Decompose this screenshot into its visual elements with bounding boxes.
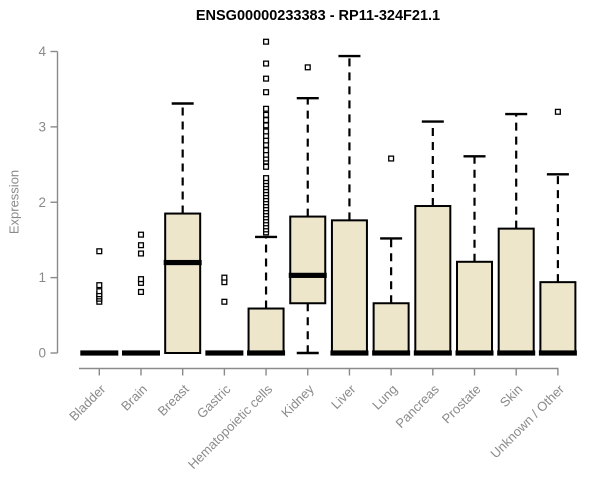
median-line-lung (372, 350, 411, 356)
outlier-point-brain (137, 231, 145, 238)
x-tick-label-bladder: Bladder (66, 381, 109, 424)
outlier-point-hematopoietic-cells (263, 111, 270, 118)
median-line-hematopoietic-cells (247, 350, 286, 356)
outlier-point-gastric (221, 298, 228, 305)
box-liver (330, 219, 368, 354)
box-skin (497, 227, 535, 355)
outlier-point-hematopoietic-cells (263, 147, 270, 154)
outlier-point-kidney (304, 64, 311, 71)
outlier-point-hematopoietic-cells (263, 122, 270, 129)
outlier-point-hematopoietic-cells (263, 75, 270, 82)
outlier-point-hematopoietic-cells (263, 89, 270, 96)
chart-title: ENSG00000233383 - RP11-324F21.1 (195, 8, 441, 24)
box-hematopoietic-cells (247, 307, 285, 354)
outlier-point-brain (137, 288, 145, 295)
median-line-skin (497, 350, 536, 356)
outlier-point-hematopoietic-cells (263, 105, 270, 112)
x-tick-label-prostate: Prostate (439, 382, 484, 427)
outlier-point-lung (388, 155, 395, 162)
median-line-unknown-other (538, 350, 577, 356)
median-line-brain (121, 350, 160, 356)
outlier-point-hematopoietic-cells (263, 175, 270, 182)
x-tick-label-gastric: Gastric (194, 381, 234, 421)
median-line-breast (163, 259, 202, 266)
median-line-gastric (205, 350, 244, 356)
outlier-point-bladder (96, 288, 103, 295)
median-line-pancreas (413, 350, 452, 356)
outlier-point-hematopoietic-cells (263, 60, 270, 67)
outlier-point-brain (137, 242, 145, 249)
outlier-point-hematopoietic-cells (263, 38, 270, 45)
outlier-point-gastric (221, 274, 228, 281)
median-line-prostate (455, 350, 494, 356)
y-tick-label: 1 (38, 270, 46, 285)
outlier-point-hematopoietic-cells (263, 117, 270, 124)
y-tick-label: 3 (38, 119, 46, 134)
y-tick-label: 2 (38, 195, 46, 210)
x-tick-label-brain: Brain (118, 382, 150, 414)
outlier-point-hematopoietic-cells (263, 128, 270, 135)
median-line-bladder (80, 350, 119, 356)
x-tick-label-breast: Breast (155, 381, 192, 418)
box-unknown-other (539, 281, 577, 354)
outlier-point-brain (137, 250, 145, 257)
x-tick-label-lung: Lung (369, 382, 400, 413)
x-tick-label-skin: Skin (497, 382, 525, 410)
outlier-point-brain (137, 276, 145, 283)
y-tick-label: 4 (38, 44, 46, 59)
x-tick-label-liver: Liver (328, 381, 359, 412)
median-line-liver (330, 350, 369, 356)
x-tick-label-pancreas: Pancreas (392, 381, 442, 431)
outlier-point-bladder (96, 248, 103, 255)
y-tick-label: 0 (38, 346, 46, 361)
box-pancreas (414, 205, 452, 354)
box-breast (164, 212, 202, 354)
outlier-point-unknown-other (554, 108, 561, 115)
x-tick-label-kidney: Kidney (278, 381, 317, 420)
box-prostate (456, 260, 494, 355)
box-lung (372, 302, 410, 355)
x-tick-label-unknown-other: Unknown / Other (487, 381, 567, 461)
median-line-kidney (288, 272, 327, 278)
outlier-point-hematopoietic-cells (263, 163, 270, 170)
box-kidney (289, 215, 327, 305)
outlier-point-bladder (96, 282, 103, 289)
